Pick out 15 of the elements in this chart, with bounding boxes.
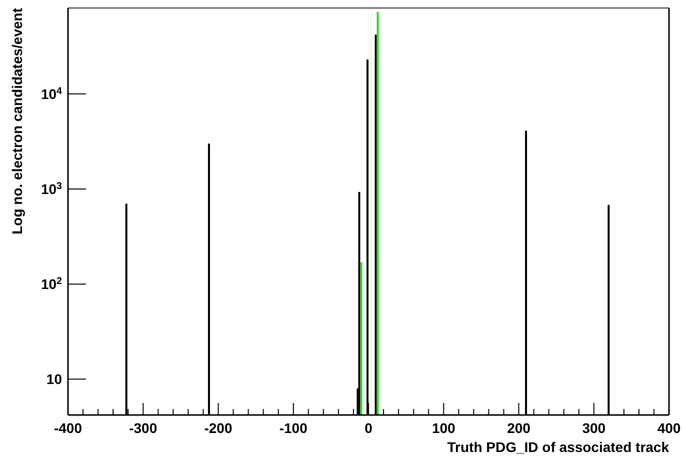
x-tick-label: 200 — [507, 420, 531, 436]
x-tick-label: 300 — [582, 420, 606, 436]
x-axis-title: Truth PDG_ID of associated track — [447, 439, 670, 455]
y-axis-title: Log no. electron candidates/event — [9, 8, 25, 234]
y-tick-label: 10$^{2}$ — [40, 276, 63, 292]
y-tick-label: 10 — [46, 371, 62, 388]
x-tick-label: 400 — [657, 420, 681, 436]
x-tick-label: 100 — [432, 420, 456, 436]
x-tick-label: -100 — [279, 420, 308, 436]
x-tick-label: -400 — [54, 420, 82, 436]
x-tick-label: 0 — [364, 420, 373, 436]
y-tick-label: 10$^{3}$ — [40, 180, 63, 197]
x-tick-label: -200 — [204, 420, 232, 436]
x-tick-label: -300 — [129, 420, 158, 436]
y-tick-label: 10$^{4}$ — [40, 85, 63, 102]
